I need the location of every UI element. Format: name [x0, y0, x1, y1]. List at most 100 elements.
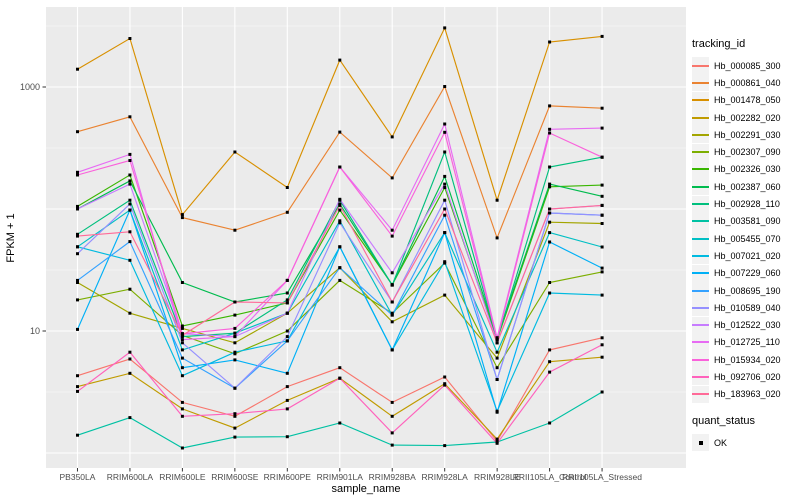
data-point — [548, 182, 552, 186]
data-point — [495, 441, 499, 445]
data-point — [128, 311, 132, 315]
quant-status-title: quant_status — [692, 414, 755, 427]
data-point — [548, 131, 552, 135]
data-point — [76, 281, 79, 284]
x-tick-label: RRIM600LA — [107, 472, 154, 482]
legend-item-label: Hb_002291_030 — [714, 129, 781, 140]
legend-line-icon — [692, 254, 709, 257]
x-axis-title: sample_name — [331, 483, 400, 495]
legend-key — [692, 178, 709, 196]
data-point — [76, 232, 79, 236]
legend-line-icon — [692, 393, 709, 396]
y-axis-title: FPKM + 1 — [5, 213, 17, 262]
legend-item: Hb_002307_090 — [692, 143, 798, 161]
legend-item-label: Hb_002307_090 — [714, 147, 781, 158]
data-point — [233, 350, 237, 354]
data-point — [443, 260, 447, 264]
legend-item-label: Hb_012522_030 — [714, 320, 781, 331]
data-point — [338, 208, 342, 212]
data-point — [548, 281, 552, 284]
legend-line-icon — [692, 324, 709, 327]
data-point — [233, 228, 237, 232]
legend-key — [692, 333, 709, 351]
legend-key — [692, 434, 709, 452]
x-tick-labels: PB350LA RRIM600LA RRIM600LE RRIM600SE RRIM60… — [60, 472, 643, 482]
data-point — [443, 293, 447, 297]
data-point — [76, 204, 79, 208]
data-point — [443, 122, 447, 126]
data-point — [600, 203, 604, 207]
legend-item: Hb_002387_060 — [692, 178, 798, 196]
data-point — [495, 236, 499, 240]
legend-item-label: Hb_007021_020 — [714, 250, 781, 261]
legend: tracking_id Hb_000085_300 Hb_000861_040 Hb… — [692, 38, 798, 452]
x-tick-label: RRIM928BA — [369, 472, 417, 482]
data-point — [233, 150, 237, 154]
data-point — [548, 291, 552, 295]
data-point — [548, 185, 552, 189]
data-point — [285, 329, 289, 333]
data-point — [390, 443, 394, 447]
data-point — [180, 374, 184, 378]
data-point — [600, 106, 604, 110]
data-point — [495, 336, 499, 340]
data-point — [180, 446, 184, 450]
y-tick-label: 1000 — [20, 82, 40, 92]
data-point — [128, 152, 132, 156]
legend-key — [692, 160, 709, 178]
legend-item: Hb_092706_020 — [692, 368, 798, 386]
legend-key — [692, 282, 709, 299]
data-point — [495, 378, 499, 381]
data-point — [233, 426, 237, 430]
data-point — [548, 360, 552, 364]
data-point — [600, 126, 604, 130]
data-point — [600, 270, 604, 274]
data-point — [233, 386, 237, 390]
data-point — [390, 228, 394, 232]
legend-item: Hb_005455_070 — [692, 230, 798, 248]
legend-key — [692, 57, 709, 75]
data-point — [548, 240, 552, 244]
legend-line-icon — [692, 151, 709, 154]
legend-item-label: Hb_003581_090 — [714, 216, 781, 227]
data-point — [338, 245, 342, 249]
data-point — [338, 219, 342, 223]
data-point — [338, 366, 342, 370]
y-tick-labels: 10 1000 — [20, 82, 40, 336]
data-point — [128, 357, 132, 361]
data-point — [180, 326, 184, 330]
data-point — [233, 352, 237, 356]
legend-key — [692, 74, 709, 92]
legend-line-icon — [692, 341, 709, 344]
data-point — [233, 435, 237, 439]
data-point — [443, 444, 447, 448]
data-point — [180, 356, 184, 360]
data-point — [548, 370, 552, 374]
data-point — [285, 339, 289, 343]
legend-item: Hb_002291_030 — [692, 126, 798, 144]
data-point — [233, 414, 237, 418]
legend-item: Hb_000085_300 — [692, 57, 798, 75]
data-point — [390, 176, 394, 180]
data-point — [76, 385, 79, 389]
legend-item: Hb_012725_110 — [692, 333, 798, 351]
legend-item-label: Hb_012725_110 — [714, 337, 780, 348]
data-point — [338, 421, 342, 425]
data-point — [285, 311, 289, 315]
data-point — [495, 350, 499, 354]
legend-key — [692, 91, 709, 109]
x-tick-label: RRIM600PE — [264, 472, 312, 482]
data-point — [443, 85, 447, 88]
legend-item-label: Hb_000861_040 — [714, 77, 781, 88]
legend-title: tracking_id — [692, 38, 746, 50]
legend-item: Hb_010589_040 — [692, 299, 798, 317]
data-point — [600, 355, 604, 359]
legend-item: Hb_008695_190 — [692, 282, 798, 299]
data-point — [180, 338, 184, 342]
legend-items: Hb_000085_300 Hb_000861_040 Hb_001478_050 H… — [692, 57, 798, 403]
data-point — [548, 348, 552, 352]
x-tick-label: RRII105LA_Stressed — [562, 472, 642, 482]
data-point — [128, 240, 132, 244]
data-point — [128, 371, 132, 375]
